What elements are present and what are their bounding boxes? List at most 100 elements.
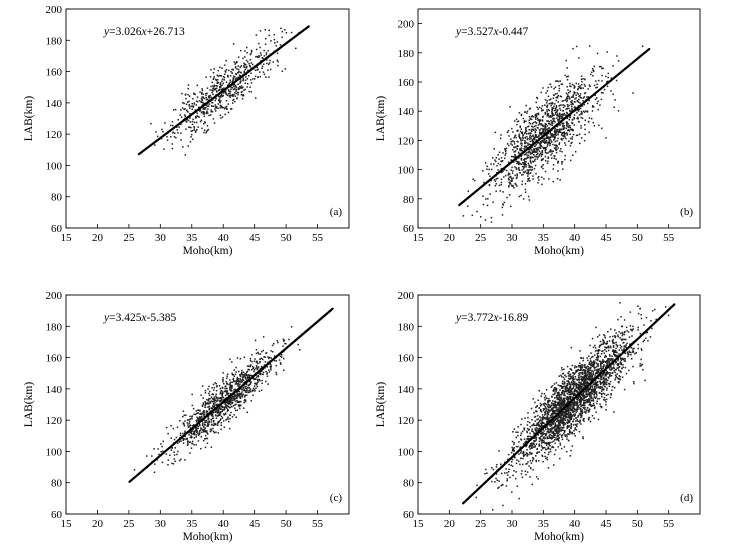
scatter-point [206, 432, 208, 434]
scatter-point [224, 90, 227, 93]
scatter-point [547, 156, 550, 159]
scatter-point [525, 452, 528, 454]
scatter-point [182, 439, 184, 442]
scatter-point [599, 380, 601, 383]
scatter-point [579, 85, 581, 87]
scatter-point [194, 109, 197, 111]
scatter-point [216, 397, 219, 399]
scatter-point [217, 409, 219, 411]
scatter-point [203, 107, 205, 109]
scatter-point [259, 358, 261, 361]
scatter-point [246, 388, 248, 390]
scatter-point [182, 442, 185, 444]
scatter-point [219, 413, 221, 416]
scatter-point [518, 112, 521, 114]
scatter-point [602, 392, 604, 395]
scatter-point [475, 496, 478, 499]
scatter-point [587, 102, 589, 105]
scatter-point [237, 404, 240, 406]
scatter-point [223, 390, 226, 393]
scatter-point [547, 137, 549, 139]
scatter-point [575, 424, 578, 427]
scatter-point [616, 364, 619, 367]
scatter-point [617, 318, 619, 321]
scatter-point [582, 87, 584, 89]
scatter-point [229, 401, 231, 404]
scatter-point [554, 434, 557, 436]
scatter-point [520, 473, 523, 475]
scatter-point [260, 370, 263, 373]
scatter-point [577, 416, 579, 418]
scatter-point [514, 456, 516, 459]
scatter-point [268, 34, 271, 37]
scatter-point [605, 401, 607, 403]
scatter-point [191, 416, 193, 418]
scatter-point [224, 385, 227, 387]
scatter-point [500, 171, 502, 174]
scatter-point [630, 328, 632, 331]
scatter-point [584, 396, 587, 399]
scatter-point [222, 82, 225, 85]
scatter-point [569, 375, 572, 378]
scatter-point [578, 378, 580, 380]
scatter-point [537, 175, 540, 178]
scatter-point [605, 403, 607, 406]
x-axis-label: Moho(km) [534, 245, 584, 257]
scatter-point [198, 420, 200, 422]
scatter-point [604, 399, 606, 401]
scatter-point [511, 458, 514, 461]
scatter-point [570, 387, 572, 389]
scatter-point [561, 163, 563, 165]
scatter-point [249, 358, 252, 360]
scatter-point [199, 427, 202, 429]
scatter-point [569, 373, 572, 376]
scatter-point [205, 104, 207, 107]
scatter-point [529, 451, 531, 454]
scatter-point [601, 343, 603, 346]
scatter-point [552, 118, 554, 120]
scatter-point [162, 450, 164, 452]
scatter-point [614, 371, 616, 374]
scatter-point [558, 90, 560, 92]
scatter-point [547, 114, 549, 117]
scatter-point [212, 427, 214, 430]
scatter-point [569, 109, 571, 112]
scatter-point [220, 85, 222, 87]
scatter-point [258, 55, 260, 57]
scatter-point [198, 431, 201, 433]
scatter-point [208, 394, 211, 397]
scatter-point [591, 389, 594, 391]
scatter-point [242, 94, 245, 97]
scatter-point [612, 346, 615, 348]
scatter-point [239, 407, 241, 410]
scatter-point [578, 121, 580, 123]
scatter-point [576, 403, 578, 406]
scatter-point [523, 157, 526, 160]
scatter-point [603, 352, 605, 354]
scatter-point [544, 451, 546, 454]
scatter-point [576, 384, 578, 386]
scatter-point [575, 82, 578, 85]
scatter-point [259, 361, 261, 364]
scatter-point [277, 64, 279, 67]
scatter-point [544, 170, 547, 173]
scatter-point [236, 376, 238, 379]
scatter-point [236, 395, 239, 398]
scatter-point [247, 389, 249, 392]
scatter-point [566, 78, 569, 81]
scatter-point [527, 420, 529, 423]
scatter-point [231, 397, 233, 400]
scatter-point [590, 397, 592, 399]
scatter-point [613, 349, 616, 352]
scatter-point [534, 415, 537, 418]
scatter-point [552, 164, 555, 166]
scatter-point [546, 448, 549, 450]
scatter-point [596, 370, 598, 373]
scatter-point [567, 388, 569, 391]
scatter-point [533, 416, 536, 418]
scatter-point [259, 52, 262, 54]
scatter-point [256, 366, 258, 368]
scatter-point [508, 179, 510, 181]
scatter-point [537, 182, 539, 184]
scatter-point [607, 364, 609, 367]
